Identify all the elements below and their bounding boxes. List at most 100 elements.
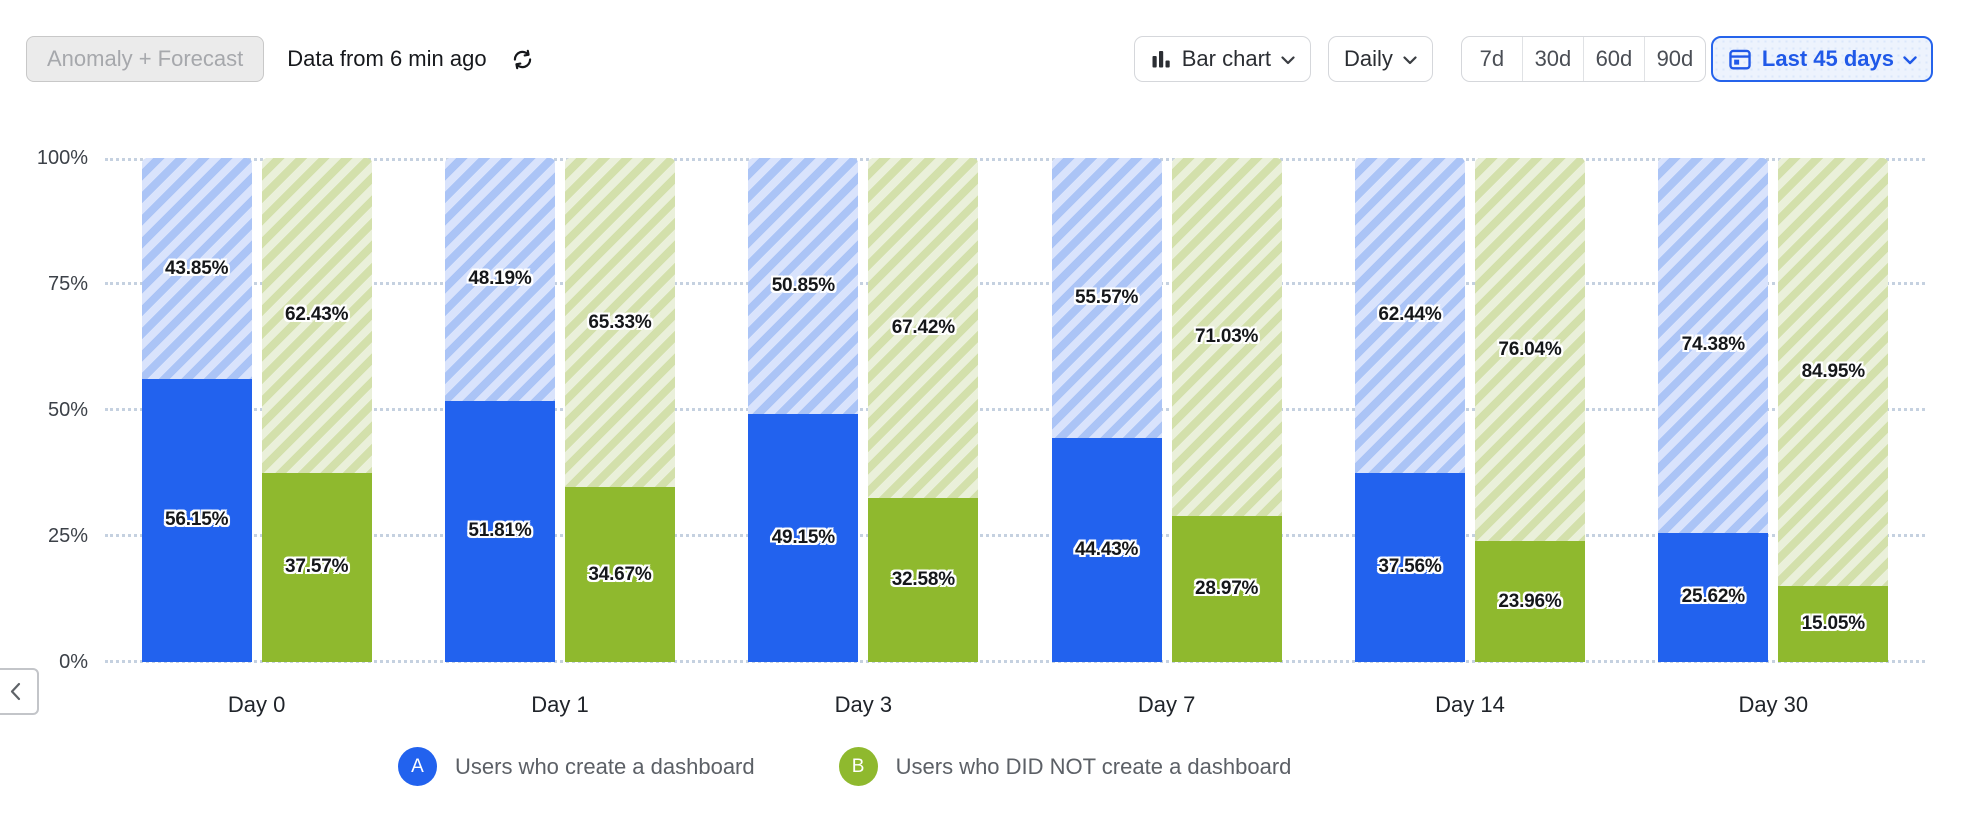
bar-segment-solid[interactable]: 37.56% [1354,472,1465,662]
bar-group-day-3: 50.85% 49.15% 67.42% 32.58% [712,158,1015,662]
date-range-label: Last 45 days [1761,46,1894,71]
bar-segment-solid[interactable]: 25.62% [1658,532,1769,662]
scroll-left-button[interactable] [0,668,39,715]
series-b-badge: B [838,747,878,786]
bar-series-a: 62.44% 37.56% [1354,158,1465,662]
x-axis: Day 0 Day 1 Day 3 Day 7 Day 14 Day 30 [105,692,1925,718]
bar-segment-hatched[interactable]: 84.95% [1778,158,1889,587]
bar-value-label: 37.57% [285,556,349,578]
y-axis-label: 75% [47,273,88,295]
legend-label: Users who DID NOT create a dashboard [895,753,1292,779]
bar-value-label: 55.57% [1075,287,1139,309]
bar-group-day-1: 48.19% 51.81% 65.33% 34.67% [408,158,711,662]
bar-series-a: 43.85% 56.15% [141,158,252,662]
bar-value-label: 15.05% [1801,613,1865,635]
bar-segment-solid[interactable]: 37.57% [261,472,372,662]
gridline [105,534,1925,537]
bar-value-label: 84.95% [1801,361,1865,383]
y-axis-label: 50% [47,399,88,421]
bar-segment-hatched[interactable]: 67.42% [868,158,979,498]
refresh-icon[interactable] [510,47,535,72]
bar-series-b: 76.04% 23.96% [1474,158,1585,662]
bar-group-day-14: 62.44% 37.56% 76.04% 23.96% [1318,158,1621,662]
bar-series-b: 67.42% 32.58% [868,158,979,662]
chart-type-label: Bar chart [1181,46,1272,71]
x-axis-label: Day 0 [227,692,286,717]
preset-90d-button[interactable]: 90d [1643,37,1705,81]
gridline [105,282,1925,285]
bar-value-label: 67.42% [891,316,955,338]
bar-value-label: 62.43% [285,304,349,326]
bar-segment-solid[interactable]: 15.05% [1778,586,1889,662]
chart-type-dropdown[interactable]: Bar chart [1133,36,1312,82]
bar-value-label: 34.67% [588,563,652,585]
gridline [105,408,1925,411]
bar-series-b: 71.03% 28.97% [1171,158,1282,662]
bar-value-label: 44.43% [1075,539,1139,561]
legend: A Users who create a dashboard B Users w… [398,747,1291,786]
bar-segment-solid[interactable]: 23.96% [1474,541,1585,662]
bar-segment-hatched[interactable]: 62.44% [1354,158,1465,473]
bar-group-day-7: 55.57% 44.43% 71.03% 28.97% [1015,158,1318,662]
y-axis-label: 100% [36,147,88,169]
preset-60d-button[interactable]: 60d [1582,37,1644,81]
toolbar-left: Anomaly + Forecast Data from 6 min ago [26,36,535,82]
legend-item-series-b[interactable]: B Users who DID NOT create a dashboard [838,747,1292,786]
bar-segment-hatched[interactable]: 65.33% [564,158,675,488]
bar-segment-hatched[interactable]: 76.04% [1474,158,1585,542]
bar-segment-solid[interactable]: 28.97% [1171,515,1282,662]
x-axis-label: Day 1 [531,692,589,717]
bar-series-a: 48.19% 51.81% [444,158,555,662]
anomaly-forecast-button[interactable]: Anomaly + Forecast [26,36,265,82]
bar-group-day-30: 74.38% 25.62% 84.95% 15.05% [1622,158,1925,662]
gridline [105,660,1925,663]
bar-chart-icon [1150,48,1172,70]
bar-value-label: 76.04% [1498,338,1562,360]
legend-item-series-a[interactable]: A Users who create a dashboard [398,747,755,786]
range-preset-group: 7d 30d 60d 90d [1460,36,1706,82]
bar-series-a: 55.57% 44.43% [1051,158,1162,662]
bar-series-a: 50.85% 49.15% [748,158,859,662]
x-axis-label: Day 3 [834,692,893,717]
bar-value-label: 71.03% [1195,325,1259,347]
bar-segment-hatched[interactable]: 50.85% [748,158,859,415]
bar-value-label: 50.85% [771,275,835,297]
bar-segment-solid[interactable]: 34.67% [564,487,675,662]
preset-30d-button[interactable]: 30d [1521,37,1583,81]
y-axis-label: 25% [47,525,88,547]
granularity-label: Daily [1344,46,1393,71]
chevron-down-icon [1903,55,1917,65]
y-axis: 100% 75% 50% 25% 0% [0,147,88,673]
x-axis-label: Day 30 [1738,692,1809,717]
toolbar: Anomaly + Forecast Data from 6 min ago [0,0,1966,92]
bar-value-label: 28.97% [1195,577,1259,599]
bar-segment-hatched[interactable]: 62.43% [261,158,372,473]
chevron-down-icon [1403,55,1417,65]
bar-segment-solid[interactable]: 32.58% [868,497,979,662]
preset-7d-button[interactable]: 7d [1479,46,1505,71]
plot-area: 43.85% 56.15% 62.43% 37.57% 48.19% 51.81% 65.3… [105,158,1925,663]
bar-series-b: 62.43% 37.57% [261,158,372,662]
bar-segment-hatched[interactable]: 55.57% [1051,158,1162,439]
granularity-dropdown[interactable]: Daily [1328,36,1433,82]
bar-segment-solid[interactable]: 56.15% [141,379,252,662]
bar-segment-solid[interactable]: 49.15% [748,414,859,662]
bar-segment-solid[interactable]: 51.81% [444,400,555,662]
bar-value-label: 62.44% [1378,304,1442,326]
bar-segment-hatched[interactable]: 43.85% [141,158,252,379]
bar-segment-hatched[interactable]: 71.03% [1171,158,1282,516]
chevron-left-icon [9,682,21,701]
bar-segment-solid[interactable]: 44.43% [1051,438,1162,662]
bar-value-label: 23.96% [1498,590,1562,612]
bar-groups: 43.85% 56.15% 62.43% 37.57% 48.19% 51.81% 65.3… [105,158,1925,662]
toolbar-right: Bar chart Daily 7d 30d 60d 90d [1133,36,1933,82]
bar-series-b: 84.95% 15.05% [1778,158,1889,662]
bar-value-label: 56.15% [165,509,229,531]
y-axis-label: 0% [59,651,88,673]
bar-segment-hatched[interactable]: 74.38% [1658,158,1769,533]
bar-segment-hatched[interactable]: 48.19% [444,158,555,401]
date-range-dropdown[interactable]: Last 45 days [1710,36,1933,82]
series-a-badge: A [398,747,437,786]
legend-label: Users who create a dashboard [455,753,755,779]
bar-series-b: 65.33% 34.67% [564,158,675,662]
